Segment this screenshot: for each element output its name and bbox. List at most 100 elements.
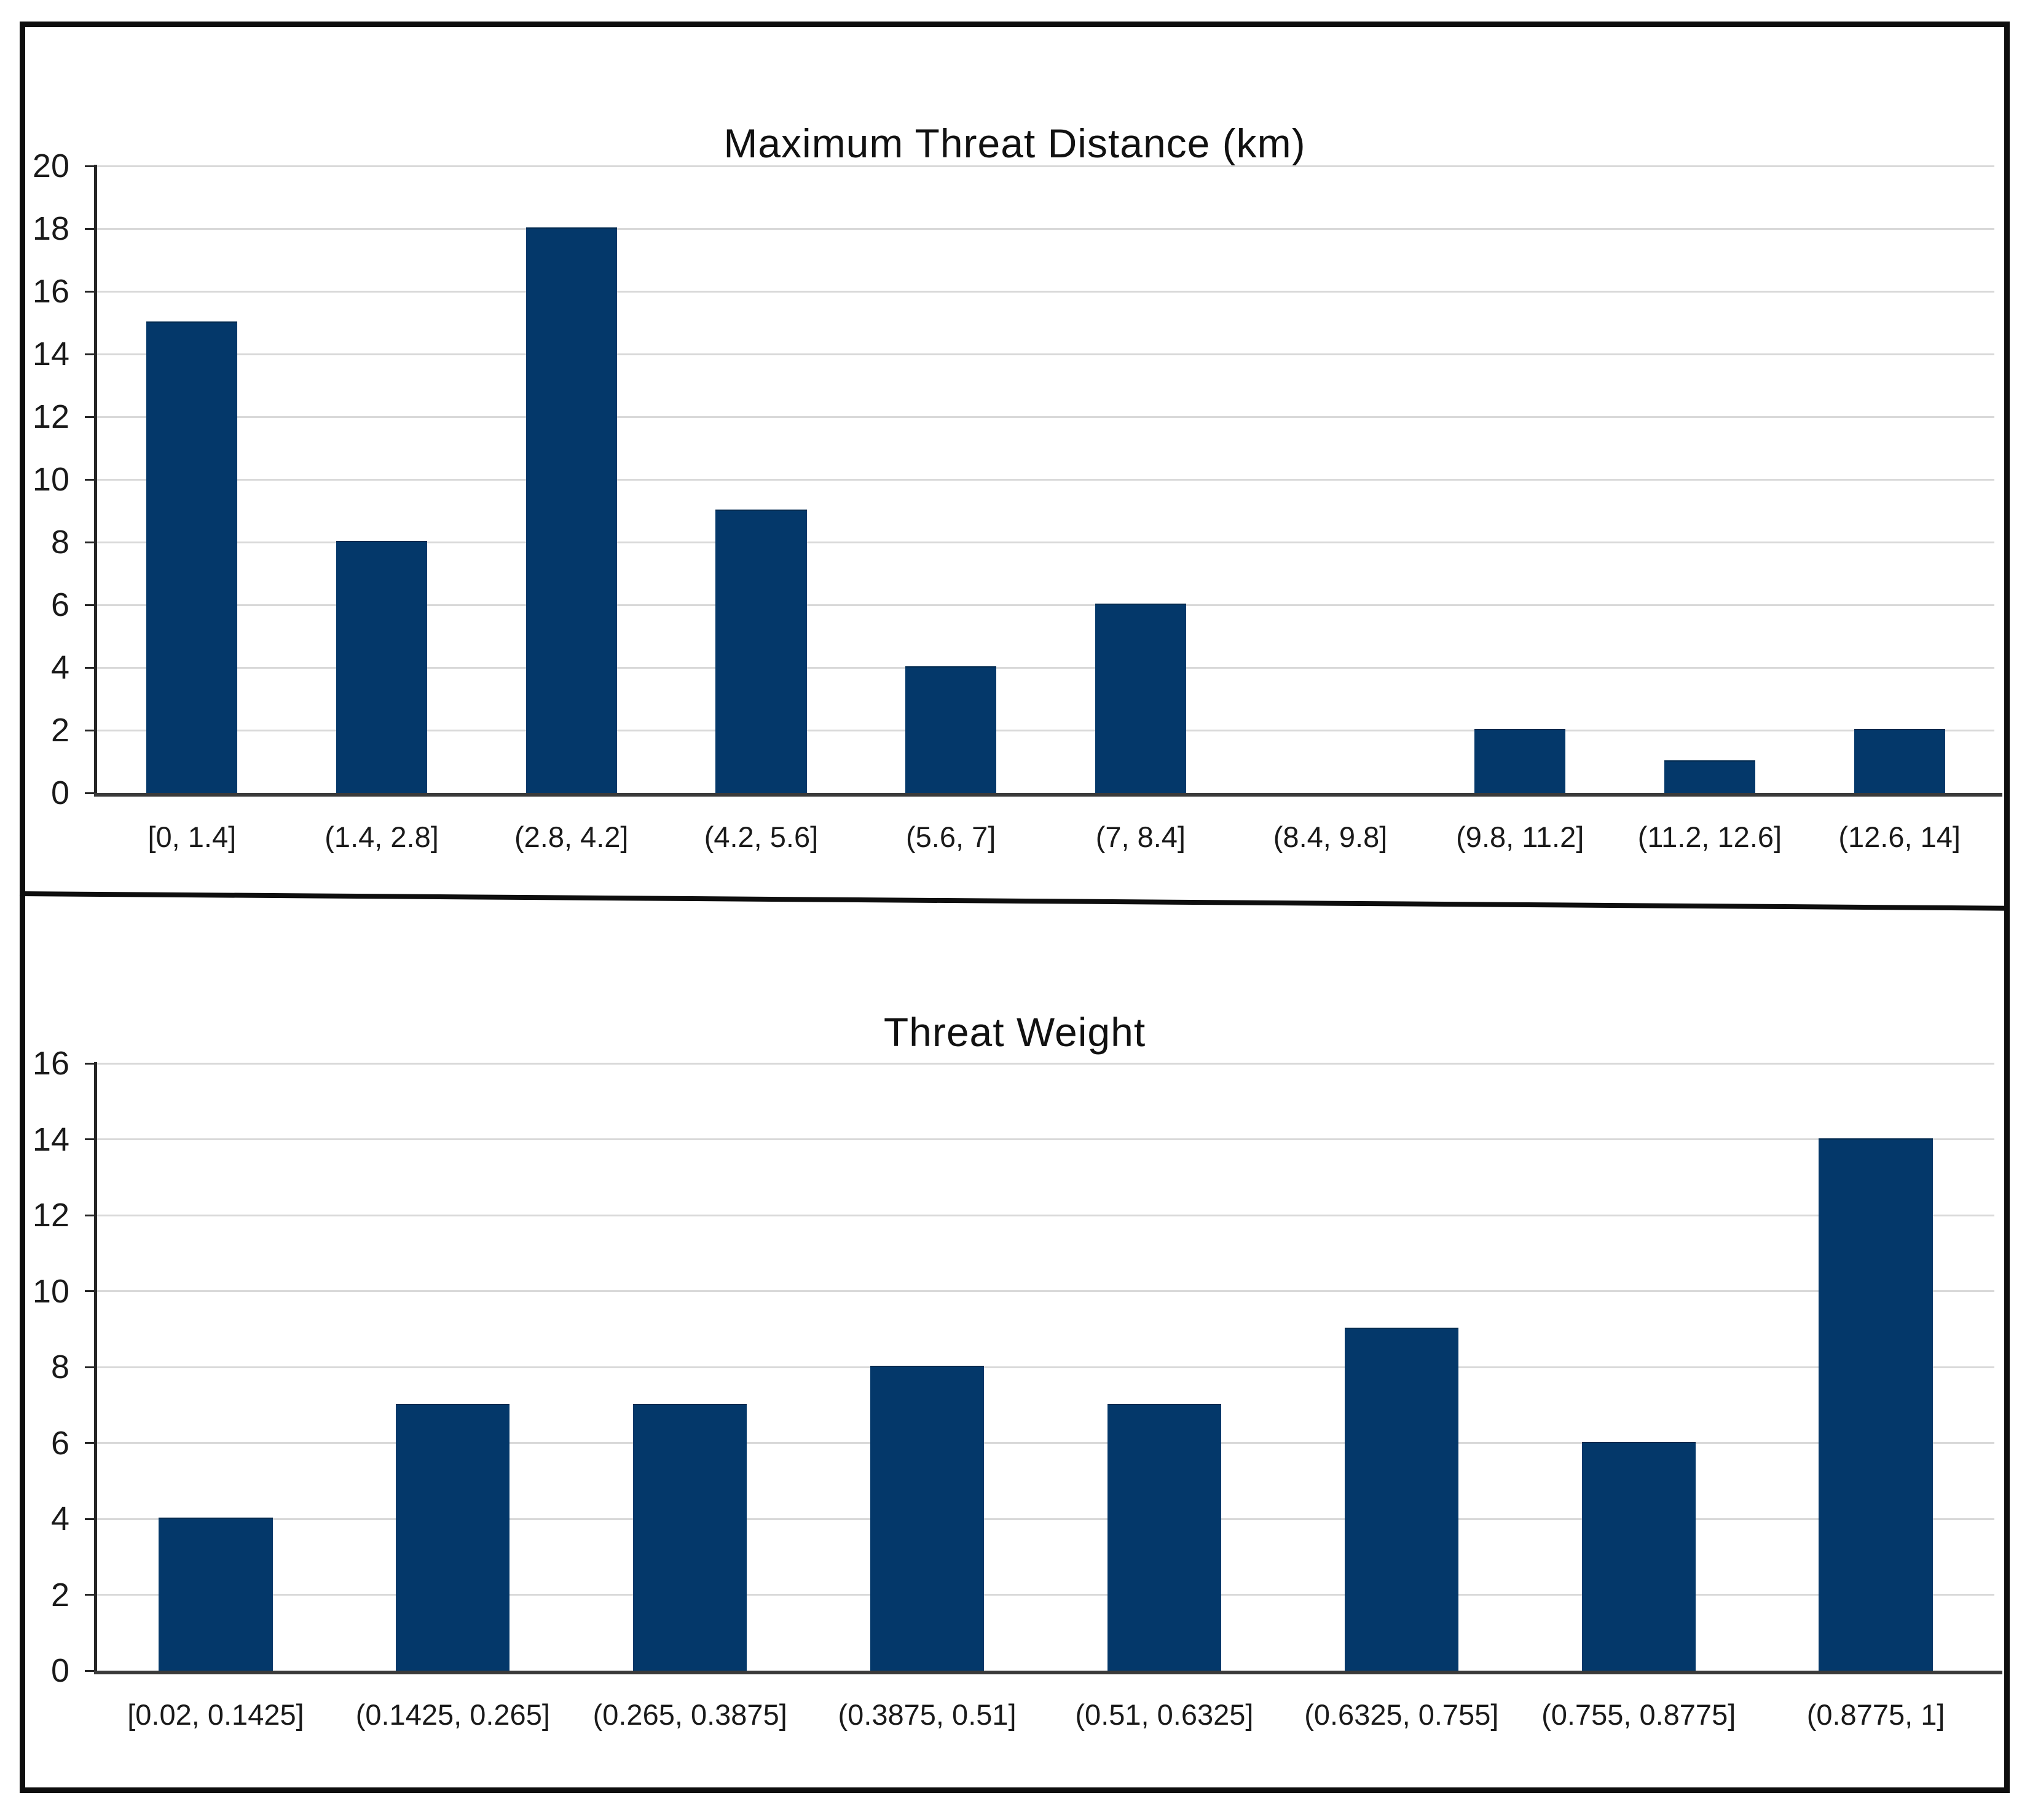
y-axis-tick [85, 227, 97, 230]
bar [1819, 1138, 1933, 1671]
y-axis-tick-label: 10 [32, 461, 69, 498]
x-axis-category-label: (5.6, 7] [905, 821, 996, 853]
y-axis-tick [85, 1366, 97, 1368]
bar [1095, 604, 1186, 793]
y-axis-tick-label: 14 [32, 336, 69, 372]
y-axis-tick-label: 12 [32, 1197, 69, 1234]
bar [336, 541, 428, 793]
y-axis-tick [85, 290, 97, 293]
y-axis-tick [85, 1442, 97, 1444]
x-axis-category-label: (0.6325, 0.755] [1304, 1698, 1499, 1731]
y-axis-tick [85, 1062, 97, 1065]
x-axis-category-label: [0.02, 0.1425] [127, 1698, 304, 1731]
y-axis-tick [85, 1138, 97, 1140]
y-axis-tick-label: 0 [50, 774, 69, 811]
y-axis-tick-label: 6 [50, 586, 69, 623]
bar [146, 321, 238, 793]
y-axis-tick-label: 16 [32, 273, 69, 310]
bar [1664, 760, 1756, 793]
chart-title-threat-weight: Threat Weight [883, 1009, 1146, 1055]
x-axis-line [94, 793, 2002, 797]
gridline [97, 1518, 1994, 1520]
y-axis-tick [85, 792, 97, 794]
gridline [97, 1442, 1994, 1444]
gridline [97, 416, 1994, 418]
y-axis-tick [85, 478, 97, 481]
y-axis-tick-label: 20 [32, 148, 69, 184]
bar [1344, 1328, 1458, 1671]
bar [396, 1403, 510, 1671]
x-axis-category-label: (0.51, 0.6325] [1075, 1698, 1254, 1731]
gridline [97, 227, 1994, 230]
gridline [97, 666, 1994, 669]
y-axis-tick [85, 541, 97, 543]
x-axis-category-label: (12.6, 14] [1838, 821, 1961, 853]
y-axis-tick-label: 10 [32, 1272, 69, 1310]
y-axis-tick-label: 6 [50, 1424, 69, 1462]
gridline [97, 1138, 1994, 1140]
gridline [97, 478, 1994, 481]
x-axis-category-label: (8.4, 9.8] [1273, 821, 1388, 853]
y-axis-line [94, 1062, 97, 1671]
y-axis-tick [85, 1669, 97, 1672]
x-axis-category-label: (7, 8.4] [1095, 821, 1186, 853]
gridline [97, 604, 1994, 606]
gridline [97, 1594, 1994, 1596]
x-axis-category-label: (0.8775, 1] [1806, 1698, 1945, 1731]
bar [870, 1366, 985, 1671]
y-axis-tick [85, 729, 97, 731]
gridline [97, 541, 1994, 543]
y-axis-tick-label: 2 [50, 1576, 69, 1613]
y-axis-tick-label: 8 [50, 524, 69, 561]
gridline [97, 165, 1994, 167]
y-axis-tick-label: 16 [32, 1045, 69, 1082]
y-axis-tick [85, 165, 97, 167]
x-axis-category-label: [0, 1.4] [148, 821, 237, 853]
y-axis-tick-label: 2 [50, 712, 69, 749]
x-axis-category-label: (0.265, 0.3875] [592, 1698, 787, 1731]
chart-title-maximum-threat-distance: Maximum Threat Distance (km) [723, 120, 1306, 166]
y-axis-tick [85, 416, 97, 418]
plot-area-maximum-threat-distance: 0 2 4 6 8 10 12 14 16 18 20 [0, 1.4] (1.4, 2.8] (2.8,… [33, 148, 2002, 853]
bar [525, 227, 617, 793]
y-axis-tick-label: 4 [50, 1500, 69, 1537]
y-axis-tick-label: 18 [32, 210, 69, 247]
gridline [97, 353, 1994, 355]
y-axis-tick [85, 1518, 97, 1520]
y-axis-line [94, 165, 97, 793]
x-axis-category-label: (9.8, 11.2] [1456, 821, 1584, 853]
y-axis-tick-label: 12 [32, 398, 69, 435]
y-axis-tick-label: 14 [32, 1121, 69, 1158]
y-axis-tick [85, 604, 97, 606]
x-axis-line [94, 1671, 2002, 1674]
gridline [97, 290, 1994, 293]
y-axis-tick [85, 1594, 97, 1596]
x-axis-category-label: (2.8, 4.2] [514, 821, 629, 853]
bar [715, 510, 807, 793]
y-axis-tick-label: 0 [50, 1652, 69, 1689]
x-axis-category-label: (0.3875, 0.51] [838, 1698, 1017, 1731]
y-axis-tick [85, 353, 97, 355]
y-axis-tick [85, 666, 97, 669]
x-axis-category-label: (11.2, 12.6] [1637, 821, 1782, 853]
x-axis-category-label: (1.4, 2.8] [325, 821, 439, 853]
x-axis-category-label: (4.2, 5.6] [704, 821, 819, 853]
bar [1581, 1441, 1696, 1671]
bar [1854, 729, 1945, 793]
y-axis-tick [85, 1290, 97, 1292]
bar [633, 1403, 747, 1671]
gridline [97, 729, 1994, 731]
panel-divider-line [19, 891, 2010, 911]
bar [905, 666, 997, 793]
bar [159, 1518, 273, 1671]
y-axis-tick-label: 8 [50, 1349, 69, 1385]
y-axis-tick-label: 4 [50, 649, 69, 686]
figure-border: Maximum Threat Distance (km) 0 2 4 6 8 10 12 14… [19, 22, 2010, 1793]
gridline [97, 1214, 1994, 1216]
x-axis-category-label: (0.755, 0.8775] [1541, 1698, 1736, 1731]
bar [1474, 729, 1566, 793]
gridline [97, 1290, 1994, 1292]
y-axis-tick [85, 1214, 97, 1216]
plot-area-threat-weight: 0 2 4 6 8 10 12 14 16 [0.02, 0.1425] (0.1425, 0.26… [33, 1045, 2002, 1731]
